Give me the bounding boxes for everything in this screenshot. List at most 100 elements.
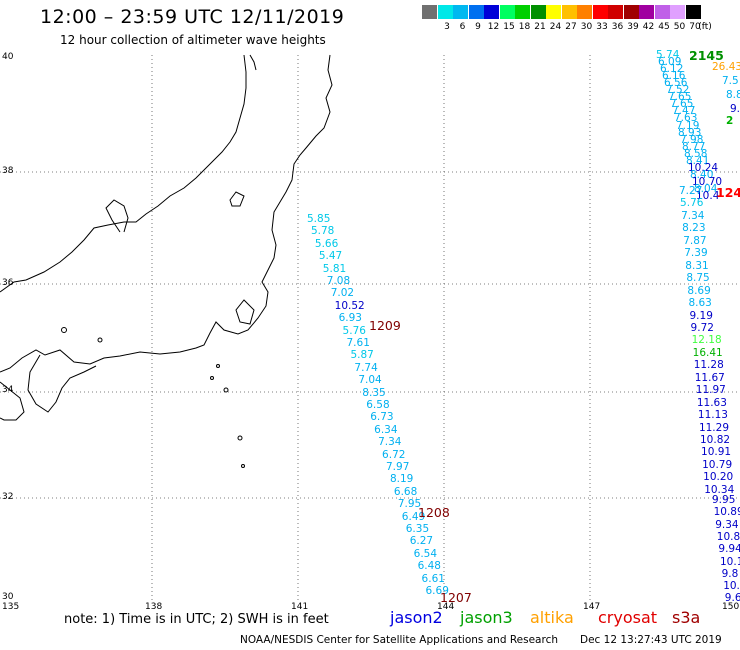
wave-height-value: 6.16	[662, 70, 686, 83]
legend-label: 33	[596, 22, 608, 32]
wave-height-value: 5.66	[314, 237, 339, 250]
wave-height-value: 6.27	[409, 535, 434, 548]
wave-height-value: 7.08	[326, 275, 351, 287]
honshu-coastline	[0, 54, 333, 373]
wave-height-value: 8.31	[685, 259, 709, 272]
wave-height-value: 16.41	[692, 346, 723, 359]
wave-height-value: 8.35	[362, 386, 386, 399]
legend-label: 30	[580, 22, 593, 32]
wave-height-value: 8.93	[678, 126, 702, 139]
wave-height-value: 9.95	[712, 494, 736, 506]
wave-height-value: 7.87	[683, 234, 707, 247]
wave-height-value: 7.34	[378, 436, 402, 449]
legend-swatch	[468, 5, 484, 19]
shikoku-coast	[0, 381, 25, 421]
lat-label-40: 40	[2, 52, 14, 62]
wave-height-value: 7.52	[666, 84, 690, 97]
wave-height-value: 10.34	[704, 483, 735, 496]
wave-height-value: 9.19	[689, 309, 713, 322]
sea-of-japan-coastline	[0, 54, 247, 293]
wave-height-value: 5.47	[318, 250, 343, 263]
legend-swatch	[546, 5, 561, 19]
pass-id-label: 1207	[440, 590, 472, 605]
wave-height-value: 8.19	[389, 473, 414, 486]
wave-height-value: 6.73	[370, 411, 394, 424]
legend-label: 36	[611, 22, 624, 32]
wave-height-value: 7.34	[681, 209, 705, 222]
wave-height-value: 8.23	[682, 222, 706, 235]
boso-peninsula	[235, 299, 255, 325]
wave-height-value: 6.54	[413, 547, 438, 560]
wave-height-value: 7.04	[358, 374, 382, 387]
legend-swatch	[639, 5, 654, 19]
wave-height-value: 7.61	[346, 337, 370, 349]
wave-height-value: 11.29	[698, 421, 729, 434]
wave-height-value: 6.61	[421, 572, 445, 585]
timestamp-text: Dec 12 13:27:43 UTC 2019	[580, 634, 722, 646]
wave-height-value: 6.68	[393, 485, 418, 498]
wave-height-value: 7.63	[674, 112, 698, 125]
wave-height-value: 9.4	[730, 103, 740, 115]
lat-label-34: 34	[2, 385, 14, 395]
wave-height-value: 9.34	[715, 518, 739, 531]
legend-label: 15	[503, 22, 515, 32]
legend-swatch	[515, 5, 530, 19]
legend-label: 12	[487, 22, 500, 32]
wave-height-value: 7.74	[354, 361, 378, 374]
wave-height-value: 11.13	[697, 409, 728, 422]
wave-height-value: 7.95	[397, 498, 422, 511]
lat-label-36: 36	[2, 278, 14, 288]
wave-height-value: 2	[726, 115, 734, 127]
wave-height-value: 10.24	[688, 161, 719, 174]
wave-height-value: 5.74	[656, 49, 680, 61]
satellite-altika: altika	[530, 608, 574, 627]
lon-label-144: 144	[437, 602, 455, 612]
legend-label: 18	[518, 22, 531, 32]
wave-height-value: 8.77	[682, 140, 706, 153]
wave-height-value: 9.94	[718, 543, 740, 556]
wave-height-value: 7.98	[680, 133, 704, 146]
wave-height-value: 11.97	[695, 384, 726, 397]
noto-peninsula	[105, 199, 129, 233]
lon-label-135: 135	[2, 602, 20, 612]
wave-height-value: 9.72	[690, 321, 714, 334]
wave-height-value: 8.40	[690, 168, 714, 181]
wave-height-value: 10.82	[700, 434, 731, 446]
legend-label: 24	[549, 22, 562, 32]
wave-height-value: 11.67	[694, 371, 725, 384]
wave-height-value: 5.81	[322, 262, 347, 275]
lat-label-32: 32	[2, 492, 14, 502]
legend-label: 21	[534, 22, 546, 32]
legend-swatch	[623, 5, 639, 19]
legend-swatch	[499, 5, 515, 19]
pass-id-label: 124	[716, 185, 740, 200]
wave-height-value: 7.5	[722, 75, 739, 87]
wave-height-value: 6.12	[660, 63, 684, 76]
wave-height-value: 6.58	[366, 399, 390, 411]
legend-label: 3	[444, 22, 450, 32]
wave-height-value: 8.63	[688, 297, 712, 310]
wave-height-value: 10.91	[701, 446, 732, 459]
legend-swatch	[530, 5, 546, 19]
wave-height-value: 7.19	[676, 119, 700, 132]
wave-height-value: 8.58	[684, 147, 708, 160]
legend-swatch	[608, 5, 623, 19]
legend-swatch	[437, 5, 453, 19]
legend-unit: (ft)	[698, 22, 712, 32]
wave-height-value: 6.49	[401, 510, 426, 523]
wave-height-value: 10.4	[696, 190, 720, 202]
legend-swatch	[592, 5, 608, 19]
legend-label: 39	[627, 22, 639, 32]
wave-height-value: 7.02	[330, 287, 355, 300]
wave-height-value: 12.18	[691, 334, 722, 347]
legend-swatch	[422, 5, 437, 19]
legend-swatch	[453, 5, 468, 19]
wave-height-value: 6.93	[338, 312, 362, 325]
wave-height-value: 6.48	[417, 560, 441, 573]
lat-label-30: 30	[2, 592, 14, 602]
coastline	[0, 54, 333, 468]
legend-swatch	[484, 5, 499, 19]
wave-height-value: 8.75	[686, 272, 710, 285]
wave-height-value: 6.34	[374, 423, 398, 436]
